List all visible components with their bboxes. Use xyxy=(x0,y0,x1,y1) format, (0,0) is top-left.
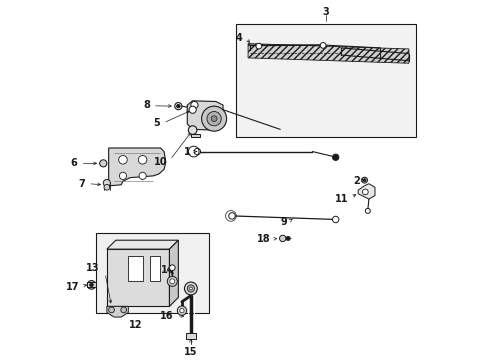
Bar xyxy=(128,256,142,281)
Circle shape xyxy=(188,126,197,134)
Circle shape xyxy=(211,116,217,122)
Circle shape xyxy=(320,42,325,48)
Text: 12: 12 xyxy=(128,320,142,329)
Circle shape xyxy=(194,148,200,155)
Text: 18: 18 xyxy=(256,234,270,244)
Polygon shape xyxy=(107,240,178,249)
Bar xyxy=(96,233,208,314)
Text: 13: 13 xyxy=(86,263,99,273)
Text: 6: 6 xyxy=(70,158,77,168)
Text: 15: 15 xyxy=(184,347,197,357)
Polygon shape xyxy=(187,101,223,130)
Text: 7: 7 xyxy=(79,179,85,189)
Polygon shape xyxy=(107,306,128,317)
Text: 5: 5 xyxy=(153,118,160,128)
Bar xyxy=(87,282,96,287)
Circle shape xyxy=(189,287,192,290)
Text: 3: 3 xyxy=(322,7,329,17)
Circle shape xyxy=(201,106,226,131)
Bar xyxy=(149,256,160,281)
Bar xyxy=(235,24,415,136)
Circle shape xyxy=(103,179,110,186)
Circle shape xyxy=(187,285,194,292)
Text: 2: 2 xyxy=(352,176,359,186)
Text: 4: 4 xyxy=(235,33,242,43)
Circle shape xyxy=(89,283,93,287)
Polygon shape xyxy=(247,44,408,63)
Circle shape xyxy=(285,236,290,240)
Circle shape xyxy=(169,279,174,284)
Text: 8: 8 xyxy=(142,100,149,110)
Circle shape xyxy=(104,184,109,190)
Circle shape xyxy=(206,112,221,126)
Circle shape xyxy=(167,276,177,286)
Circle shape xyxy=(87,280,96,289)
Text: 16: 16 xyxy=(160,311,173,321)
Circle shape xyxy=(228,213,235,219)
Circle shape xyxy=(184,282,197,295)
Circle shape xyxy=(119,156,127,164)
Circle shape xyxy=(169,265,175,271)
Circle shape xyxy=(365,208,369,213)
Circle shape xyxy=(279,235,285,242)
Text: 11: 11 xyxy=(334,194,347,204)
Circle shape xyxy=(176,104,180,108)
Text: 1: 1 xyxy=(184,147,190,157)
Text: 14: 14 xyxy=(161,265,174,275)
Circle shape xyxy=(362,189,367,195)
Polygon shape xyxy=(357,184,374,199)
Circle shape xyxy=(121,307,126,313)
Circle shape xyxy=(177,306,186,315)
Text: 17: 17 xyxy=(66,282,79,292)
Circle shape xyxy=(332,216,338,223)
Circle shape xyxy=(332,154,338,161)
Circle shape xyxy=(255,43,261,49)
Bar xyxy=(107,249,169,306)
Circle shape xyxy=(100,160,107,167)
Circle shape xyxy=(180,309,183,313)
Circle shape xyxy=(190,102,198,109)
Circle shape xyxy=(138,156,146,164)
Circle shape xyxy=(108,307,114,313)
Circle shape xyxy=(139,172,146,179)
Polygon shape xyxy=(108,148,165,186)
Text: 10: 10 xyxy=(154,157,167,167)
Circle shape xyxy=(189,106,196,113)
Bar xyxy=(185,333,196,338)
Circle shape xyxy=(119,172,126,179)
Polygon shape xyxy=(169,240,178,306)
Text: 9: 9 xyxy=(280,217,287,226)
Polygon shape xyxy=(190,134,200,137)
Circle shape xyxy=(363,179,366,181)
